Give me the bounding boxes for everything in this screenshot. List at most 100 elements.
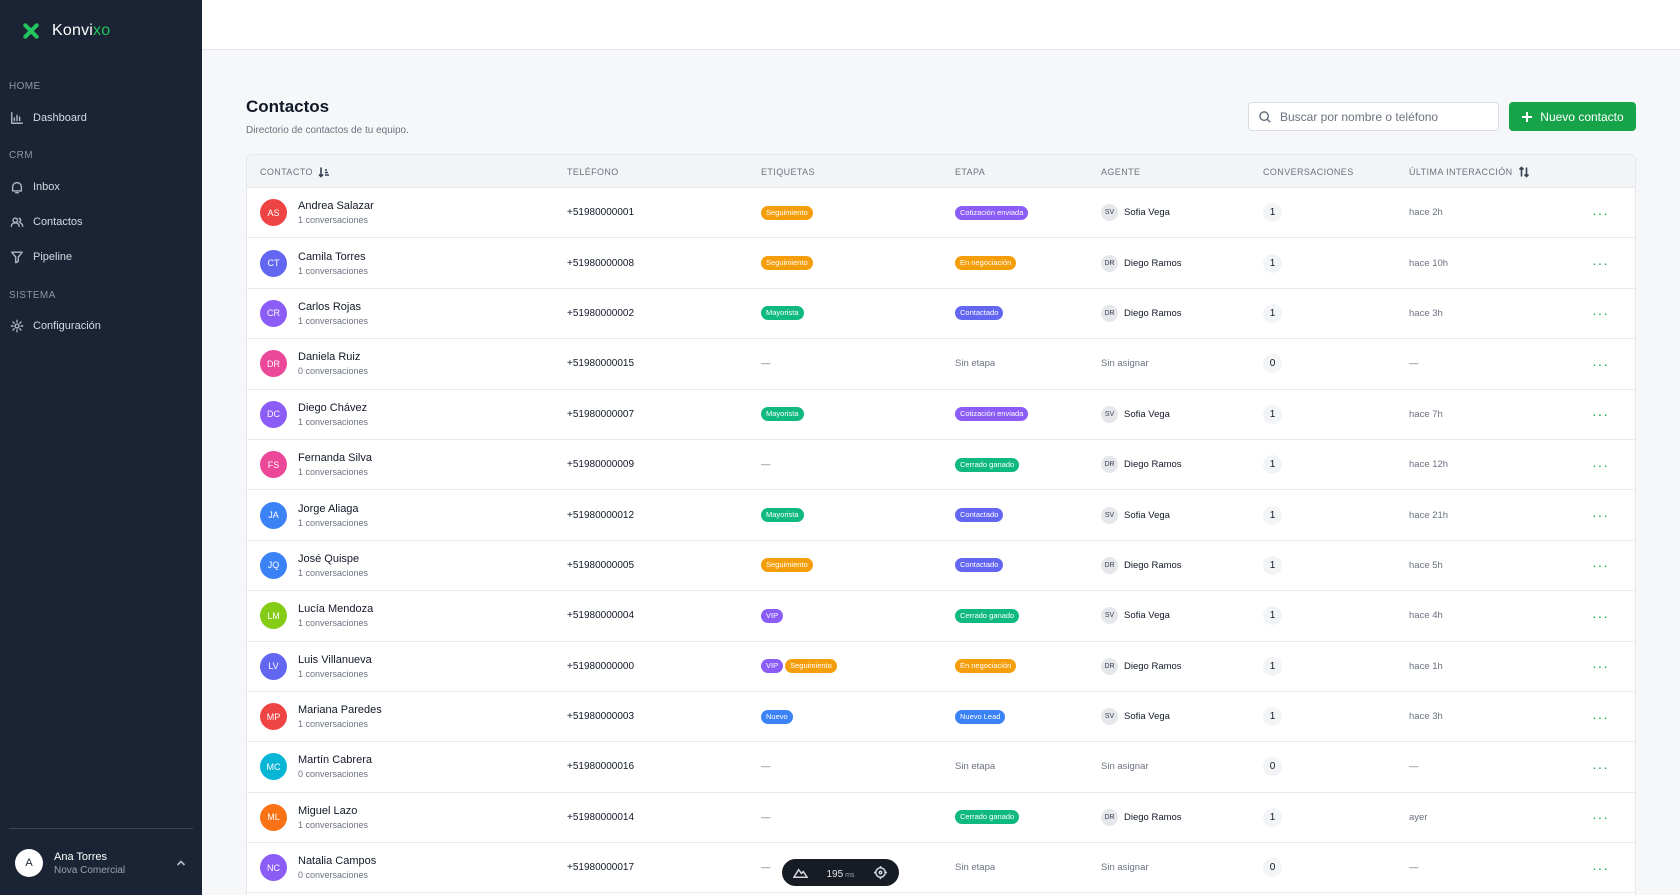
contact-cell[interactable]: DC Diego Chávez 1 conversaciones [260, 390, 368, 439]
contact-cell[interactable]: MC Martín Cabrera 0 conversaciones [260, 742, 372, 791]
phone-cell: +51980000005 [567, 559, 635, 571]
more-horizontal-icon[interactable]: ··· [1592, 708, 1609, 725]
more-horizontal-icon[interactable]: ··· [1592, 557, 1609, 574]
conversations-cell: 1 [1263, 541, 1282, 590]
agent-avatar: DR [1101, 657, 1118, 675]
page-subtitle: Directorio de contactos de tu equipo. [246, 125, 409, 136]
stage-cell: Sin etapa [955, 339, 995, 388]
tag-badge: Seguimiento [761, 558, 813, 573]
table-row[interactable]: JQ José Quispe 1 conversaciones +5198000000… [247, 541, 1635, 592]
conversations-cell: 0 [1263, 742, 1282, 791]
more-horizontal-icon[interactable]: ··· [1592, 204, 1609, 221]
tag-badge: VIP [761, 608, 784, 623]
new-contact-button[interactable]: Nuevo contacto [1509, 102, 1636, 131]
sidebar-item-label: Inbox [33, 181, 60, 193]
more-horizontal-icon[interactable]: ··· [1592, 809, 1609, 826]
column-header-last-interaction[interactable]: ÚLTIMA INTERACCIÓN [1409, 155, 1530, 188]
more-horizontal-icon[interactable]: ··· [1592, 406, 1609, 423]
contact-cell[interactable]: AS Andrea Salazar 1 conversaciones [260, 188, 374, 237]
contact-cell[interactable]: LM Lucía Mendoza 1 conversaciones [260, 591, 373, 640]
contact-name[interactable]: Camila Torres [298, 250, 366, 263]
sidebar-item-inbox[interactable]: Inbox [10, 174, 192, 200]
contact-cell[interactable]: JA Jorge Aliaga 1 conversaciones [260, 490, 368, 539]
more-horizontal-icon[interactable]: ··· [1592, 456, 1609, 473]
contact-name[interactable]: Miguel Lazo [298, 804, 358, 817]
contact-name[interactable]: Daniela Ruiz [298, 351, 361, 364]
contact-name[interactable]: Martín Cabrera [298, 754, 372, 767]
sidebar-item-contactos[interactable]: Contactos [10, 209, 192, 235]
more-horizontal-icon[interactable]: ··· [1592, 859, 1609, 876]
contact-name[interactable]: Lucía Mendoza [298, 603, 374, 616]
performance-pill[interactable]: 195 ms [782, 859, 899, 886]
more-horizontal-icon[interactable]: ··· [1592, 255, 1609, 272]
contact-name[interactable]: José Quispe [298, 552, 360, 565]
table-row[interactable]: AS Andrea Salazar 1 conversaciones +5198000… [247, 188, 1635, 239]
crosshair-icon[interactable] [873, 865, 888, 880]
table-row[interactable]: FS Fernanda Silva 1 conversaciones +5198000… [247, 440, 1635, 491]
avatar: CR [260, 299, 287, 327]
contact-cell[interactable]: CR Carlos Rojas 1 conversaciones [260, 289, 368, 338]
contact-name[interactable]: Luis Villanueva [298, 653, 372, 666]
user-menu[interactable]: A Ana Torres Nova Comercial [15, 846, 187, 880]
more-horizontal-icon[interactable]: ··· [1592, 355, 1609, 372]
brand-logo[interactable]: Konvixo [22, 22, 110, 40]
agent-cell: Sin asignar [1101, 843, 1149, 892]
table-row[interactable]: DC Diego Chávez 1 conversaciones +519800000… [247, 390, 1635, 440]
more-horizontal-icon[interactable]: ··· [1592, 658, 1609, 675]
contact-cell[interactable]: NC Natalia Campos 0 conversaciones [260, 843, 376, 892]
contact-cell[interactable]: CT Camila Torres 1 conversaciones [260, 238, 368, 287]
contact-name-block: Diego Chávez 1 conversaciones [298, 402, 368, 427]
table-row[interactable]: DR Daniela Ruiz 0 conversaciones +519800000… [247, 339, 1635, 390]
chevron-up-icon[interactable] [175, 857, 187, 869]
row-actions: ··· [1592, 289, 1609, 338]
column-header-contact[interactable]: CONTACTO [260, 155, 330, 188]
contact-cell[interactable]: LV Luis Villanueva 1 conversaciones [260, 642, 372, 691]
last-interaction-cell: hace 1h [1409, 660, 1443, 672]
conversation-count: 1 [1263, 203, 1282, 223]
contact-name[interactable]: Diego Chávez [298, 401, 368, 414]
sort-icon[interactable] [1518, 165, 1530, 178]
row-actions: ··· [1592, 440, 1609, 489]
more-horizontal-icon[interactable]: ··· [1592, 305, 1609, 322]
contact-name[interactable]: Andrea Salazar [298, 200, 374, 213]
search-input[interactable] [1280, 109, 1480, 124]
more-horizontal-icon[interactable]: ··· [1592, 758, 1609, 775]
table-row[interactable]: JA Jorge Aliaga 1 conversaciones +519800000… [247, 490, 1635, 541]
column-header-tags: ETIQUETAS [761, 166, 815, 177]
table-row[interactable]: NC Natalia Campos 0 conversaciones +5198000… [247, 843, 1635, 894]
contact-name[interactable]: Carlos Rojas [298, 300, 361, 313]
contact-cell[interactable]: ML Miguel Lazo 1 conversaciones [260, 793, 368, 842]
more-horizontal-icon[interactable]: ··· [1592, 507, 1609, 524]
contact-name[interactable]: Jorge Aliaga [298, 502, 359, 515]
contact-name[interactable]: Natalia Campos [298, 855, 377, 868]
stage-cell: Contactado [955, 490, 1005, 539]
contact-cell[interactable]: MP Mariana Paredes 1 conversaciones [260, 692, 382, 741]
table-row[interactable]: MP Mariana Paredes 1 conversaciones +519800… [247, 692, 1635, 743]
sidebar-item-pipeline[interactable]: Pipeline [10, 244, 192, 270]
contact-name[interactable]: Fernanda Silva [298, 452, 372, 465]
table-row[interactable]: CT Camila Torres 1 conversaciones +51980000… [247, 238, 1635, 289]
avatar: AS [260, 199, 287, 227]
contact-cell[interactable]: DR Daniela Ruiz 0 conversaciones [260, 339, 368, 388]
phone-cell: +51980000016 [567, 761, 635, 773]
contact-cell[interactable]: JQ José Quispe 1 conversaciones [260, 541, 368, 590]
contact-name[interactable]: Mariana Paredes [298, 704, 382, 717]
table-row[interactable]: LM Lucía Mendoza 1 conversaciones +51980000… [247, 591, 1635, 642]
agent-avatar: DR [1101, 254, 1118, 272]
contact-cell[interactable]: FS Fernanda Silva 1 conversaciones [260, 440, 372, 489]
sort-ascending-icon[interactable] [318, 166, 330, 178]
sidebar-item-configuracion[interactable]: Configuración [10, 313, 192, 339]
sidebar-item-dashboard[interactable]: Dashboard [10, 105, 192, 131]
conversations-cell: 0 [1263, 843, 1282, 892]
table-row[interactable]: CR Carlos Rojas 1 conversaciones +519800000… [247, 289, 1635, 340]
tags-cell: VIP Seguimiento [761, 642, 839, 691]
table-row[interactable]: LV Luis Villanueva 1 conversaciones +519800… [247, 642, 1635, 692]
table-row[interactable]: MC Martín Cabrera 0 conversaciones +5198000… [247, 742, 1635, 793]
table-row[interactable]: ML Miguel Lazo 1 conversaciones +5198000001… [247, 793, 1635, 844]
tag-badge: VIP [761, 659, 784, 674]
more-horizontal-icon[interactable]: ··· [1592, 607, 1609, 624]
tag-badge: Seguimiento [761, 205, 813, 220]
agent-name: Sofia Vega [1124, 610, 1170, 622]
conversations-cell: 1 [1263, 692, 1282, 741]
search-box[interactable] [1248, 102, 1499, 131]
